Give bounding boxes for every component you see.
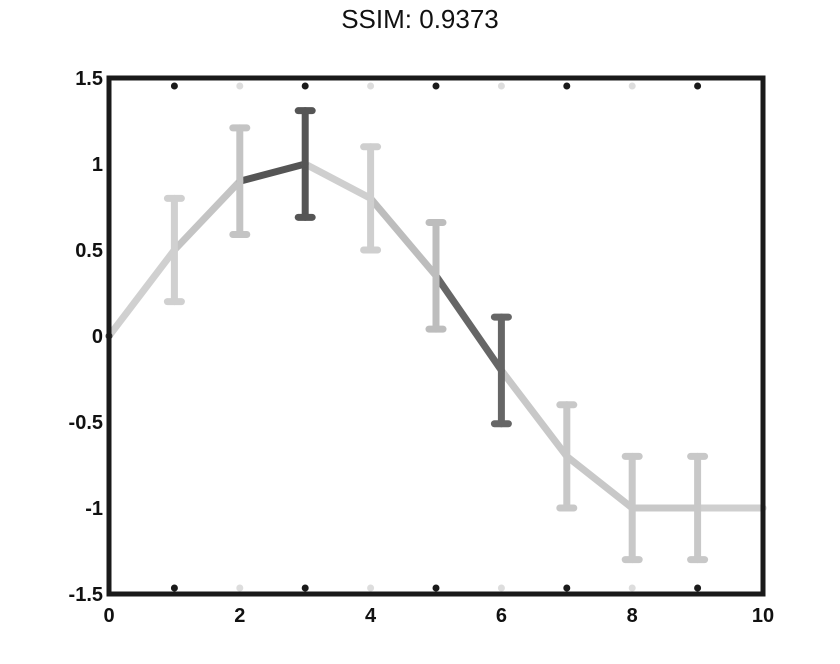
- chart-title: SSIM: 0.9373: [341, 4, 499, 34]
- ticks-layer: 0 2 4 6 8 10 -1.5 -1 -0.5 0 0.5 1 1.5: [69, 68, 775, 627]
- series-line-segment: [170, 177, 244, 254]
- data-point: [628, 504, 636, 512]
- data-point: [301, 160, 309, 168]
- y-tick-label: 0: [92, 326, 103, 348]
- minor-tick-bottom: [563, 584, 571, 592]
- series-layer: [105, 107, 767, 564]
- y-tick-label: 1.5: [75, 68, 103, 90]
- minor-tick-bottom: [628, 584, 636, 592]
- series-line-segment: [367, 194, 440, 280]
- minor-tick-top: [432, 82, 440, 90]
- data-point: [170, 246, 178, 254]
- minor-tick-top: [170, 82, 178, 90]
- minor-tick-top: [367, 82, 375, 90]
- plot-frame: [106, 75, 766, 597]
- y-tick-label: -0.5: [69, 412, 103, 434]
- x-tick-label: 0: [103, 605, 114, 627]
- series-line-segment: [236, 160, 309, 185]
- minor-tick-top: [236, 82, 244, 90]
- minor-tick-bottom: [432, 584, 440, 592]
- x-tick-label: 4: [365, 605, 377, 627]
- x-tick-label: 2: [234, 605, 245, 627]
- series-line-segment: [105, 246, 178, 340]
- x-tick-label: 8: [627, 605, 638, 627]
- data-point: [236, 177, 244, 185]
- minor-tick-bottom: [301, 584, 309, 592]
- y-tick-label: 1: [92, 154, 103, 176]
- minor-tick-top: [694, 82, 702, 90]
- series-line-segment: [563, 452, 636, 512]
- x-tick-label: 10: [752, 605, 774, 627]
- data-point: [563, 452, 571, 460]
- minor-tick-bottom: [367, 584, 375, 592]
- series-line-segment: [301, 160, 375, 202]
- minor-tick-bottom: [170, 584, 178, 592]
- minor-tick-top: [563, 82, 571, 90]
- minor-tick-top: [497, 82, 505, 90]
- data-point: [432, 272, 440, 280]
- series-line-segment: [432, 272, 505, 374]
- minor-tick-top: [301, 82, 309, 90]
- minor-tick-top: [628, 82, 636, 90]
- x-tick-label: 6: [496, 605, 507, 627]
- y-tick-label: -1.5: [69, 584, 103, 606]
- minor-tick-bottom: [694, 584, 702, 592]
- minor-tick-bottom: [236, 584, 244, 592]
- y-tick-label: 0.5: [75, 240, 103, 262]
- data-point: [367, 194, 375, 202]
- y-tick-label: -1: [85, 498, 103, 520]
- series-line-segment: [497, 366, 571, 460]
- minor-tick-bottom: [497, 584, 505, 592]
- data-point: [497, 366, 505, 374]
- data-point: [694, 504, 702, 512]
